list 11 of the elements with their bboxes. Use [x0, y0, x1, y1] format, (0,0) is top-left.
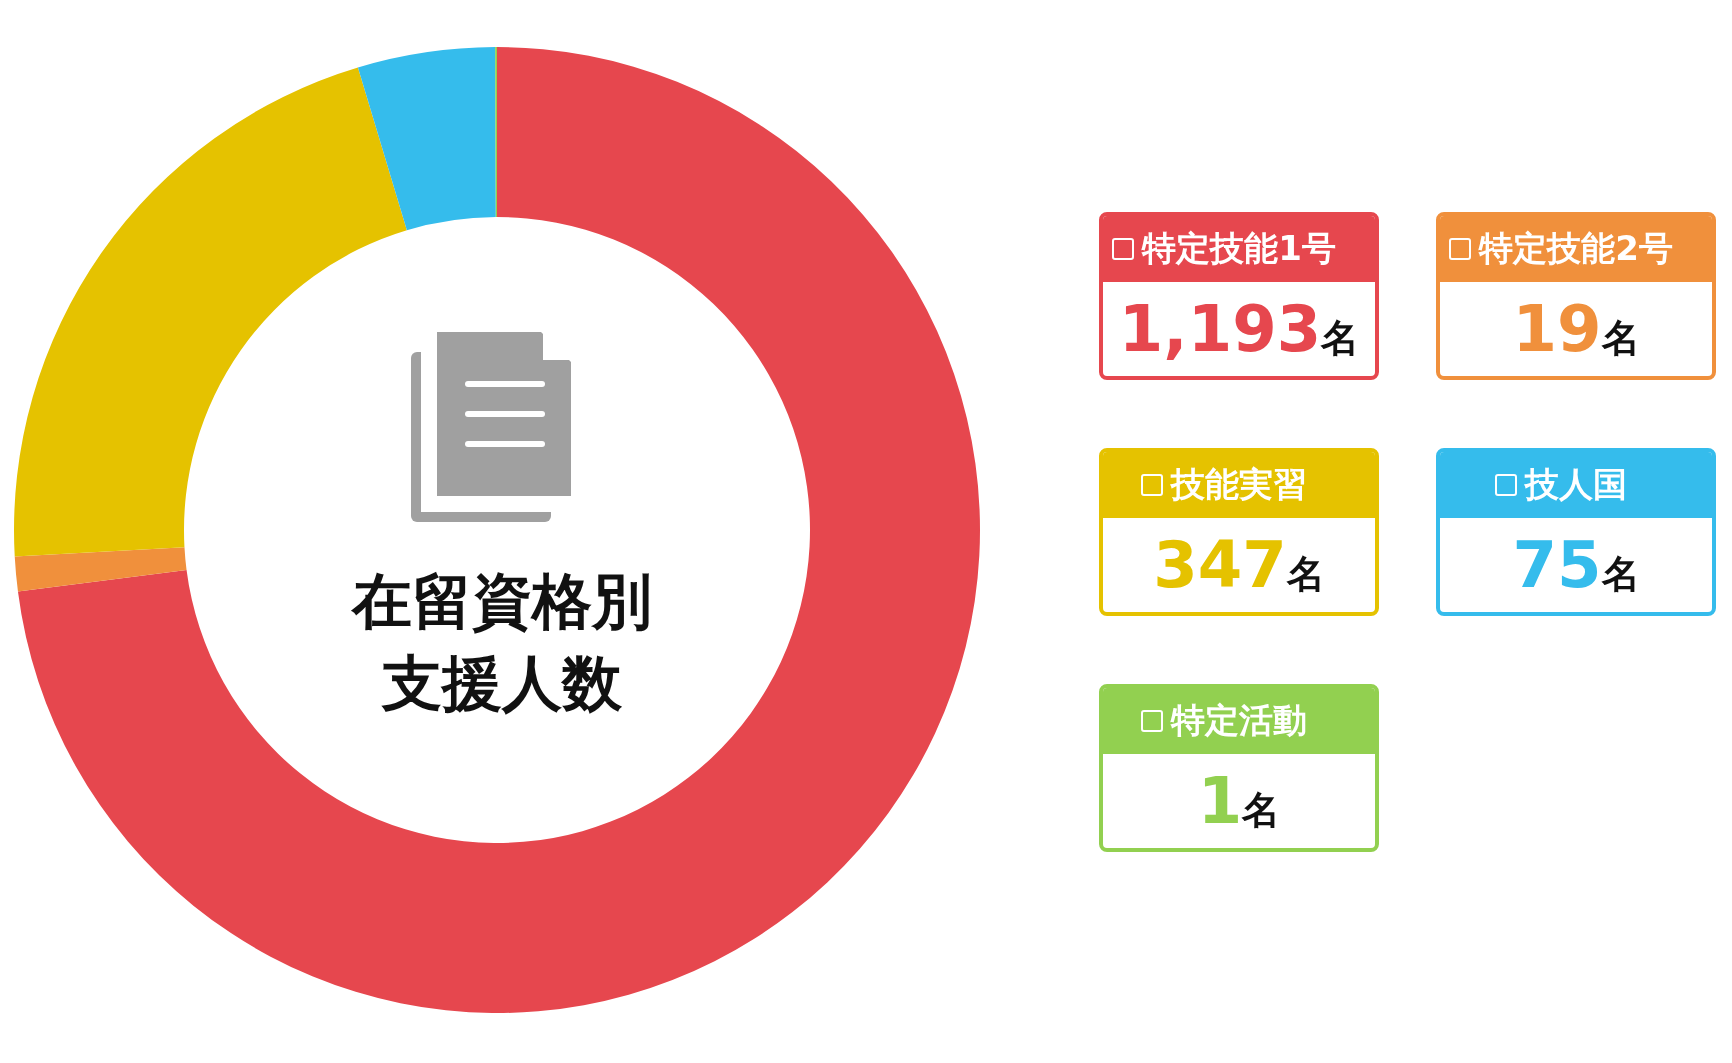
- legend-label: 技人国: [1525, 463, 1627, 506]
- legend-label: 特定技能1号: [1142, 227, 1336, 270]
- text: 在留資格別支援人数: [350, 566, 652, 718]
- data-label: 75名: [1512, 528, 1640, 602]
- data-label: 347名: [1153, 528, 1325, 602]
- data-label: 19名: [1512, 292, 1640, 366]
- data-label: 1名: [1197, 764, 1281, 838]
- legend-label: 技能実習: [1171, 463, 1307, 506]
- legend-label: 特定技能2号: [1479, 227, 1673, 270]
- data-label: 1,193名: [1118, 292, 1360, 366]
- legend-label: 特定活動: [1171, 699, 1307, 742]
